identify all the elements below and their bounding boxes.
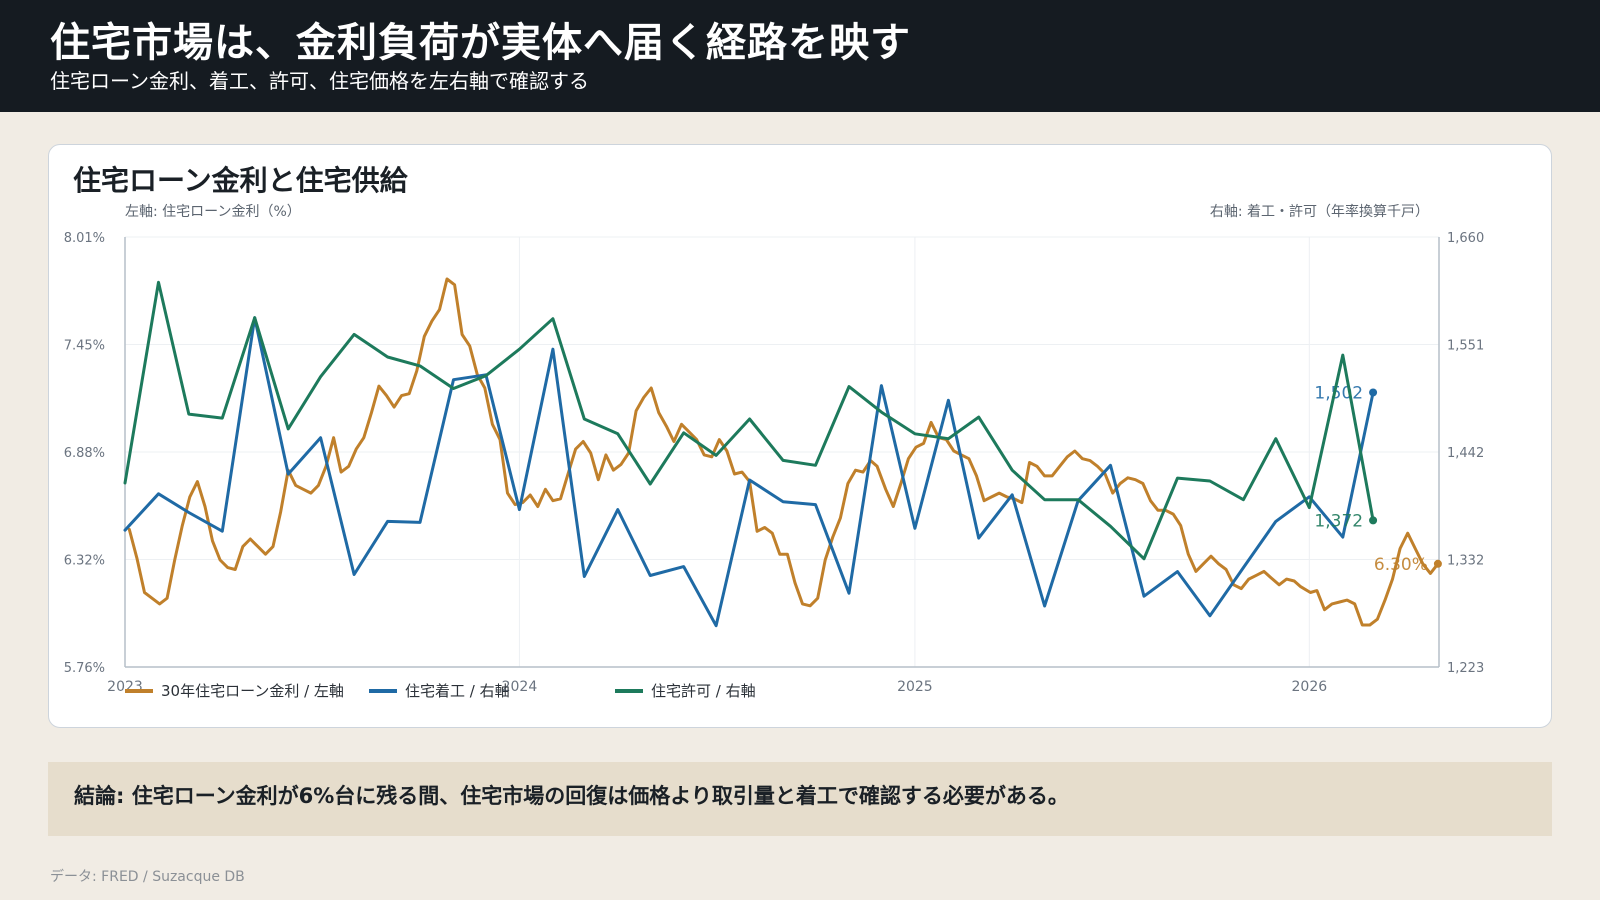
left-tick-label: 7.45%: [64, 339, 105, 354]
right-tick-label: 1,332: [1447, 554, 1484, 569]
chart-axes: 8.01% 1,660 7.45% 1,551 6.88% 1,442 6.32% 1,332…: [64, 203, 1485, 695]
page-subtitle: 住宅ローン金利、着工、許可、住宅価格を左右軸で確認する: [50, 69, 589, 93]
right-tick-label: 1,442: [1447, 446, 1484, 461]
data-source: データ: FRED / Suzacque DB: [50, 869, 245, 885]
left-tick-label: 6.88%: [64, 446, 105, 461]
page-title: 住宅市場は、金利負荷が実体へ届く経路を映す: [50, 20, 911, 66]
right-tick-label: 1,660: [1447, 231, 1484, 246]
chart-title: 住宅ローン金利と住宅供給: [73, 164, 408, 197]
series-end-label-permits: 1,372: [1314, 511, 1363, 531]
series-line-starts: [123, 316, 1375, 628]
chart-lines: 6.30% 1,502 1,372: [123, 277, 1442, 628]
series-end-marker-starts: [1369, 388, 1378, 397]
left-tick-label: 8.01%: [64, 231, 105, 246]
x-tick-label: 2024: [502, 679, 538, 695]
chart-svg: 8.01% 1,660 7.45% 1,551 6.88% 1,442 6.32% 1,332…: [64, 203, 1485, 700]
right-tick-label: 1,551: [1447, 339, 1484, 354]
chart-legend: 30年住宅ローン金利 / 左軸 住宅着工 / 右軸 住宅許可 / 右軸: [125, 682, 756, 700]
series-end-marker-mortgage: [1433, 559, 1442, 568]
series-end-marker-permits: [1369, 516, 1378, 525]
right-tick-label: 1,223: [1447, 661, 1484, 676]
left-tick-label: 6.32%: [64, 554, 105, 569]
conclusion-box: 結論: 住宅ローン金利が6%台に残る間、住宅市場の回復は価格より取引量と着工で確…: [48, 762, 1552, 836]
left-axis-title: 左軸: 住宅ローン金利（%）: [125, 204, 301, 220]
legend-label-permits: 住宅許可 / 右軸: [651, 682, 756, 700]
right-axis-title: 右軸: 着工・許可（年率換算千戸）: [1210, 203, 1429, 220]
chart-card: 住宅ローン金利と住宅供給 8.01% 1,660 7.45% 1,551 6.88% 1,…: [48, 144, 1552, 728]
series-line-mortgage: [127, 277, 1440, 627]
series-end-label-starts: 1,502: [1314, 383, 1363, 403]
legend-label-mortgage: 30年住宅ローン金利 / 左軸: [161, 682, 344, 700]
series-line-permits: [123, 280, 1375, 561]
x-tick-label: 2026: [1292, 679, 1328, 695]
series-end-label-mortgage: 6.30%: [1374, 555, 1428, 575]
chart-grid: [124, 236, 1439, 668]
left-tick-label: 5.76%: [64, 661, 105, 676]
x-tick-label: 2025: [897, 679, 933, 695]
legend-label-starts: 住宅着工 / 右軸: [405, 682, 510, 700]
header: 住宅市場は、金利負荷が実体へ届く経路を映す 住宅ローン金利、着工、許可、住宅価格…: [0, 0, 1600, 112]
